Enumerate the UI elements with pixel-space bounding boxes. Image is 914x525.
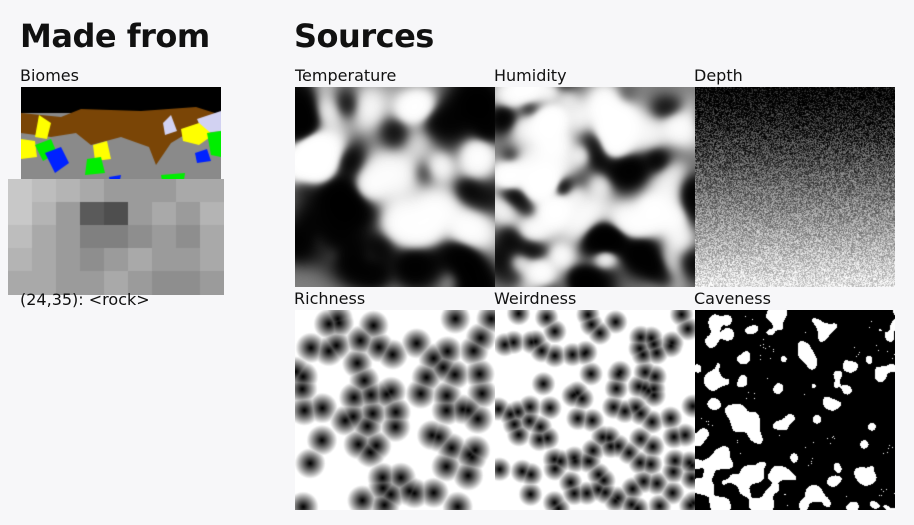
source-label-richness: Richness [294,289,366,308]
depth-map [695,87,895,287]
source-label-humidity: Humidity [494,66,567,85]
source-label-weirdness: Weirdness [494,289,577,308]
humidity-map [495,87,695,287]
temperature-map [295,87,495,287]
source-label-temperature: Temperature [295,66,397,85]
made-from-heading: Made from [20,17,210,55]
cursor-readout: (24,35): <rock> [20,290,150,309]
caveness-map [695,310,895,510]
richness-map [295,310,495,510]
weirdness-map [495,310,695,510]
source-label-caveness: Caveness [694,289,771,308]
source-label-depth: Depth [694,66,743,85]
biomes-label: Biomes [20,66,79,85]
magnifier-overlay [8,179,224,295]
sources-heading: Sources [294,17,434,55]
